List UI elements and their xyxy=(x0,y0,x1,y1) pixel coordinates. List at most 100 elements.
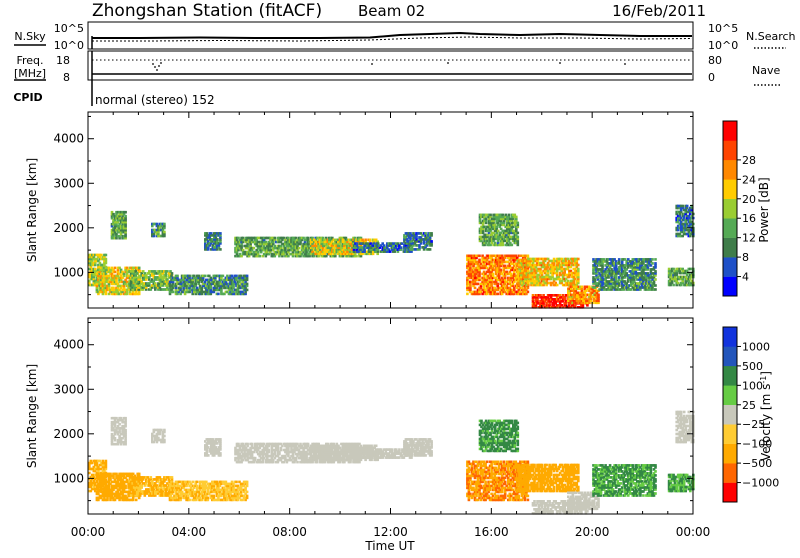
power-cell xyxy=(364,239,367,242)
power-cell xyxy=(478,255,481,258)
power-cell xyxy=(400,246,403,249)
power-scatter-region xyxy=(592,258,657,291)
power-cell xyxy=(219,248,222,251)
power-cell xyxy=(517,232,520,235)
power-cell xyxy=(124,215,127,218)
power-cell xyxy=(105,254,108,257)
power-cell xyxy=(219,232,222,235)
freq-right-tick-top: 80 xyxy=(708,54,722,67)
power-cell xyxy=(496,283,499,286)
power-colorbar-tick-label: 16 xyxy=(742,212,756,225)
power-scatter-region xyxy=(111,211,127,240)
nave-right-label: Nave xyxy=(752,64,780,77)
noise-strip: N.Sky 10^5 10^0 10^5 10^0 N.Search xyxy=(14,22,796,52)
freq-left-unit: [MHz] xyxy=(14,67,46,80)
power-scatter-region xyxy=(675,205,694,238)
power-cell xyxy=(430,232,433,235)
power-colorbar-swatch xyxy=(723,218,737,238)
power-colorbar-tick-label: 28 xyxy=(742,154,756,167)
noise-right-tick-bottom: 10^0 xyxy=(708,39,738,52)
power-cell xyxy=(246,283,249,286)
y-tick-label: 4000 xyxy=(53,132,84,146)
power-cell xyxy=(654,258,657,261)
power-cell xyxy=(618,258,621,261)
power-colorbar-swatch xyxy=(723,277,737,297)
power-colorbar-swatch xyxy=(723,199,737,219)
y-tick-label: 1000 xyxy=(53,265,84,279)
power-colorbar-swatch xyxy=(723,257,737,277)
power-cell xyxy=(492,273,495,276)
power-cell xyxy=(577,264,580,267)
power-cell xyxy=(252,247,255,250)
power-cell xyxy=(172,291,175,294)
power-cell xyxy=(204,275,207,278)
velocity-data-layer xyxy=(88,411,695,515)
power-scatter-region xyxy=(151,223,166,238)
power-scatter-region xyxy=(668,268,695,287)
power-cell xyxy=(163,223,166,226)
power-cell xyxy=(246,275,249,278)
power-cell xyxy=(258,255,261,258)
power-cell xyxy=(217,293,220,296)
noise-sky-trace xyxy=(92,33,692,38)
y-tick-label: 2000 xyxy=(53,221,84,235)
power-colorbar-tick-label: 4 xyxy=(742,271,749,284)
power-cell xyxy=(654,278,657,281)
power-colorbar-swatch xyxy=(723,121,737,141)
power-cell xyxy=(328,239,331,242)
power-cell xyxy=(124,211,127,214)
power-cell xyxy=(654,284,657,287)
power-cell xyxy=(478,259,481,262)
power-cell xyxy=(477,283,480,286)
beam-label: Beam 02 xyxy=(358,2,425,20)
power-colorbar-tick-label: 12 xyxy=(742,232,756,245)
power-cell xyxy=(556,284,559,287)
freq-right-tick-bottom: 0 xyxy=(708,71,715,84)
cpid-label: CPID xyxy=(13,91,42,104)
power-cell xyxy=(369,239,372,242)
power-colorbar-swatch xyxy=(723,179,737,199)
power-cell xyxy=(466,293,469,296)
power-cell xyxy=(474,287,477,290)
power-cell xyxy=(654,262,657,265)
power-colorbar-tick-label: 20 xyxy=(742,193,756,206)
power-cell xyxy=(681,205,684,208)
noise-left-tick-top: 10^5 xyxy=(54,22,84,35)
power-colorbar-swatch xyxy=(723,160,737,180)
power-cell xyxy=(686,205,689,208)
power-cell xyxy=(517,236,520,239)
power-cell xyxy=(171,272,174,275)
power-cell xyxy=(654,288,657,291)
power-cell xyxy=(298,247,301,250)
freq-left-label: Freq. xyxy=(16,54,43,67)
power-cell xyxy=(672,284,675,287)
power-cell xyxy=(517,272,520,275)
power-cell xyxy=(105,258,108,261)
power-cell xyxy=(496,293,499,296)
power-cell xyxy=(511,244,514,247)
power-cell xyxy=(216,238,219,241)
power-cell xyxy=(356,242,359,245)
power-scatter-region xyxy=(517,258,580,287)
power-scatter-region xyxy=(204,232,222,251)
power-cell xyxy=(651,262,654,265)
cpid-program: normal (stereo) 152 xyxy=(95,93,215,107)
power-cell xyxy=(581,286,584,289)
power-cell xyxy=(651,258,654,261)
noise-left-label: N.Sky xyxy=(14,30,46,43)
frequency-strip: Freq. [MHz] 18 8 80 0 Nave xyxy=(14,51,781,85)
power-cell xyxy=(138,267,141,270)
power-cell xyxy=(176,275,179,278)
power-cell xyxy=(527,255,530,258)
noise-right-tick-top: 10^5 xyxy=(708,22,738,35)
power-y-axis-label: Slant Range [km] xyxy=(25,158,39,262)
power-colorbar-swatch xyxy=(723,238,737,258)
power-cell xyxy=(517,222,520,225)
power-colorbar-label: Power [dB] xyxy=(757,177,771,242)
date-label: 16/Feb/2011 xyxy=(612,2,706,20)
power-cell xyxy=(654,270,657,273)
